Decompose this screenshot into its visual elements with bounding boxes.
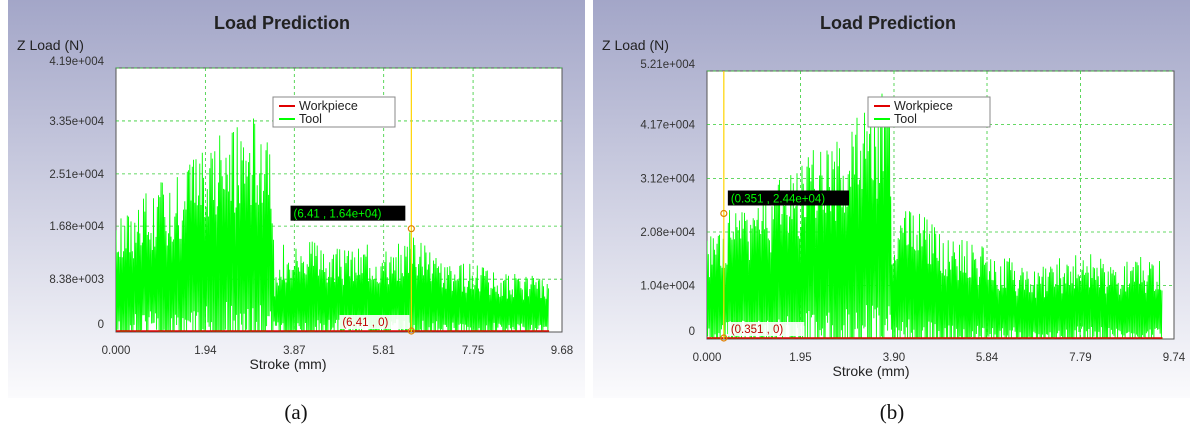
y-tick-label: 3.35e+004	[49, 116, 104, 128]
x-tick-label: 3.90	[883, 352, 905, 364]
y-tick-label: 1.68e+004	[49, 221, 104, 233]
y-tick-label: 8.38e+003	[49, 274, 104, 286]
chart-panel-b: (0.351 , 2.44e+04) (0.351 , 0) 0 1.04e+004 2…	[593, 0, 1190, 398]
x-tick-label: 1.95	[789, 352, 811, 364]
x-tick-label: 1.94	[194, 345, 217, 357]
y-tick-label: 3.12e+004	[640, 174, 695, 186]
legend-box	[272, 96, 396, 128]
y-tick-label: 2.51e+004	[49, 169, 104, 181]
series-tool-line	[116, 118, 549, 332]
legend-workpiece-label: Workpiece	[299, 99, 358, 113]
annotation-marker	[407, 327, 415, 335]
chart-title: Load Prediction	[214, 13, 350, 33]
x-tick-label: 9.68	[551, 345, 573, 357]
x-tick-label: 0.000	[102, 345, 131, 357]
x-tick-label: 5.81	[372, 345, 394, 357]
legend-workpiece-label: Workpiece	[894, 99, 953, 113]
annotation-marker	[720, 334, 728, 342]
y-tick-label: 5.21e+004	[640, 59, 695, 71]
annotation-label: (0.351 , 2.44e+04)	[731, 193, 825, 205]
chart-panel-a: (6.41 , 1.64e+04) (6.41 , 0) 0 8.38e+003 1.6…	[8, 0, 585, 398]
x-axis-label: Stroke (mm)	[250, 356, 327, 372]
y-tick-label: 4.17e+004	[640, 119, 695, 131]
annotation-box	[290, 205, 406, 221]
y-tick-label: 1.04e+004	[640, 281, 695, 293]
x-tick-label: 7.75	[462, 345, 484, 357]
y-tick-label: 4.19e+004	[49, 56, 104, 68]
annotation-box	[727, 190, 850, 206]
annotation-marker	[720, 209, 728, 218]
y-tick-label: 0	[98, 319, 104, 331]
annotation-label: (6.41 , 0)	[342, 317, 388, 329]
annotation-label: (6.41 , 1.64e+04)	[294, 209, 382, 221]
caption-a: (a)	[284, 400, 308, 424]
annotation-label: (0.351 , 0)	[731, 324, 784, 336]
y-axis-label: Z Load (N)	[17, 37, 84, 53]
y-tick-label: 2.08e+004	[640, 227, 695, 239]
legend-tool-label: Tool	[894, 112, 917, 126]
x-tick-label: 5.84	[976, 352, 999, 364]
chart-svg-b: (0.351 , 2.44e+04) (0.351 , 0) 0 1.04e+004 2…	[593, 0, 1190, 398]
annotation-box	[339, 315, 410, 329]
y-axis-label: Z Load (N)	[602, 37, 669, 53]
x-tick-label: 9.74	[1163, 352, 1186, 364]
annotation-marker	[407, 225, 415, 233]
x-axis-label: Stroke (mm)	[833, 363, 910, 379]
x-tick-label: 0.000	[693, 352, 722, 364]
series-tool-line	[707, 93, 1163, 339]
legend-tool-label: Tool	[299, 112, 322, 126]
annotation-box	[727, 322, 805, 336]
x-tick-label: 3.87	[283, 345, 305, 357]
x-tick-label: 7.79	[1069, 352, 1091, 364]
chart-title: Load Prediction	[820, 13, 956, 33]
chart-svg-a: (6.41 , 1.64e+04) (6.41 , 0) 0 8.38e+003 1.6…	[8, 0, 585, 398]
caption-b: (b)	[879, 400, 905, 424]
y-tick-label: 0	[689, 326, 695, 338]
legend-box	[867, 96, 991, 128]
